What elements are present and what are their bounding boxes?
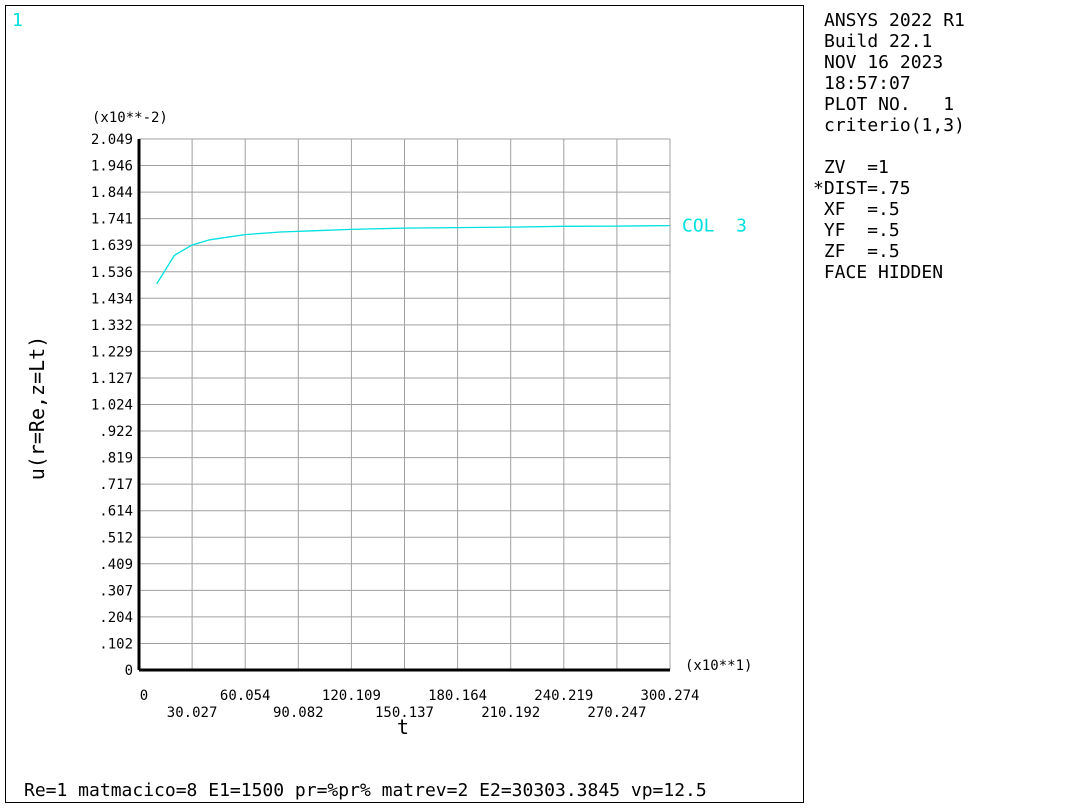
x-tick-label: 120.109 <box>322 688 381 704</box>
info-line: PLOT NO. 1 <box>824 94 955 115</box>
grid <box>139 138 671 670</box>
x-tick-label: 240.219 <box>534 688 593 704</box>
x-tick-label: 90.082 <box>273 705 324 721</box>
y-tick-label: 1.434 <box>91 291 133 307</box>
y-tick-label: 0 <box>125 663 133 679</box>
y-tick-label: 2.049 <box>91 132 133 148</box>
x-tick-label: 150.137 <box>375 705 434 721</box>
window-number: 1 <box>12 10 23 31</box>
info-line: criterio(1,3) <box>824 115 965 136</box>
graphics-window <box>5 5 804 803</box>
x-tick-label: 180.164 <box>428 688 487 704</box>
info-line: Build 22.1 <box>824 31 933 52</box>
y-tick-label: 1.844 <box>91 185 133 201</box>
y-tick-label: .204 <box>99 610 133 626</box>
x-tick-label: 210.192 <box>481 705 540 721</box>
y-tick-label: .512 <box>99 530 133 546</box>
x-tick-label: 270.247 <box>587 705 646 721</box>
view-setting-line: XF =.5 <box>813 199 900 220</box>
view-setting-line: *DIST=.75 <box>813 178 911 199</box>
view-setting-line: YF =.5 <box>813 220 900 241</box>
y-tick-label: 1.741 <box>91 212 133 228</box>
y-tick-label: .102 <box>99 636 133 652</box>
y-tick-label: .922 <box>99 424 133 440</box>
info-line: 18:57:07 <box>824 73 911 94</box>
x-axis-label: t <box>397 715 409 739</box>
y-tick-label: 1.639 <box>91 238 133 254</box>
y-tick-label: .819 <box>99 451 133 467</box>
y-tick-label: .409 <box>99 557 133 573</box>
y-tick-label: 1.946 <box>91 159 133 175</box>
series-line <box>156 224 670 285</box>
y-tick-label: .717 <box>99 477 133 493</box>
y-tick-label: .614 <box>99 504 133 520</box>
y-tick-label: 1.024 <box>91 398 133 414</box>
x-tick-label: 60.054 <box>220 688 271 704</box>
x-tick-label: 0 <box>140 688 148 704</box>
y-tick-label: .307 <box>99 583 133 599</box>
y-tick-label: 1.229 <box>91 344 133 360</box>
y-tick-label: 1.127 <box>91 371 133 387</box>
y-tick-label: 1.536 <box>91 265 133 281</box>
legend-label: COL 3 <box>682 216 747 237</box>
plot-caption: Re=1 matmacico=8 E1=1500 pr=%pr% matrev=… <box>24 780 707 801</box>
y-multiplier-label: (x10**-2) <box>92 110 168 126</box>
view-setting-line: FACE HIDDEN <box>813 262 944 283</box>
view-setting-line: ZV =1 <box>813 157 889 178</box>
series-layer: COL 3 <box>156 216 747 285</box>
info-line: NOV 16 2023 <box>824 52 944 73</box>
x-tick-label: 30.027 <box>167 705 218 721</box>
tick-labels: 0 .102 .204 .307 .409 .512 .614 .717 .819 .922 1.0… <box>91 132 700 721</box>
view-setting-line: ZF =.5 <box>813 241 900 262</box>
y-axis-label: u(r=Re,z=Lt) <box>25 336 49 481</box>
axes <box>137 139 670 672</box>
y-tick-label: 1.332 <box>91 318 133 334</box>
x-multiplier-label: (x10**1) <box>685 658 752 674</box>
x-tick-label: 300.274 <box>640 688 699 704</box>
info-line: ANSYS 2022 R1 <box>824 10 965 31</box>
